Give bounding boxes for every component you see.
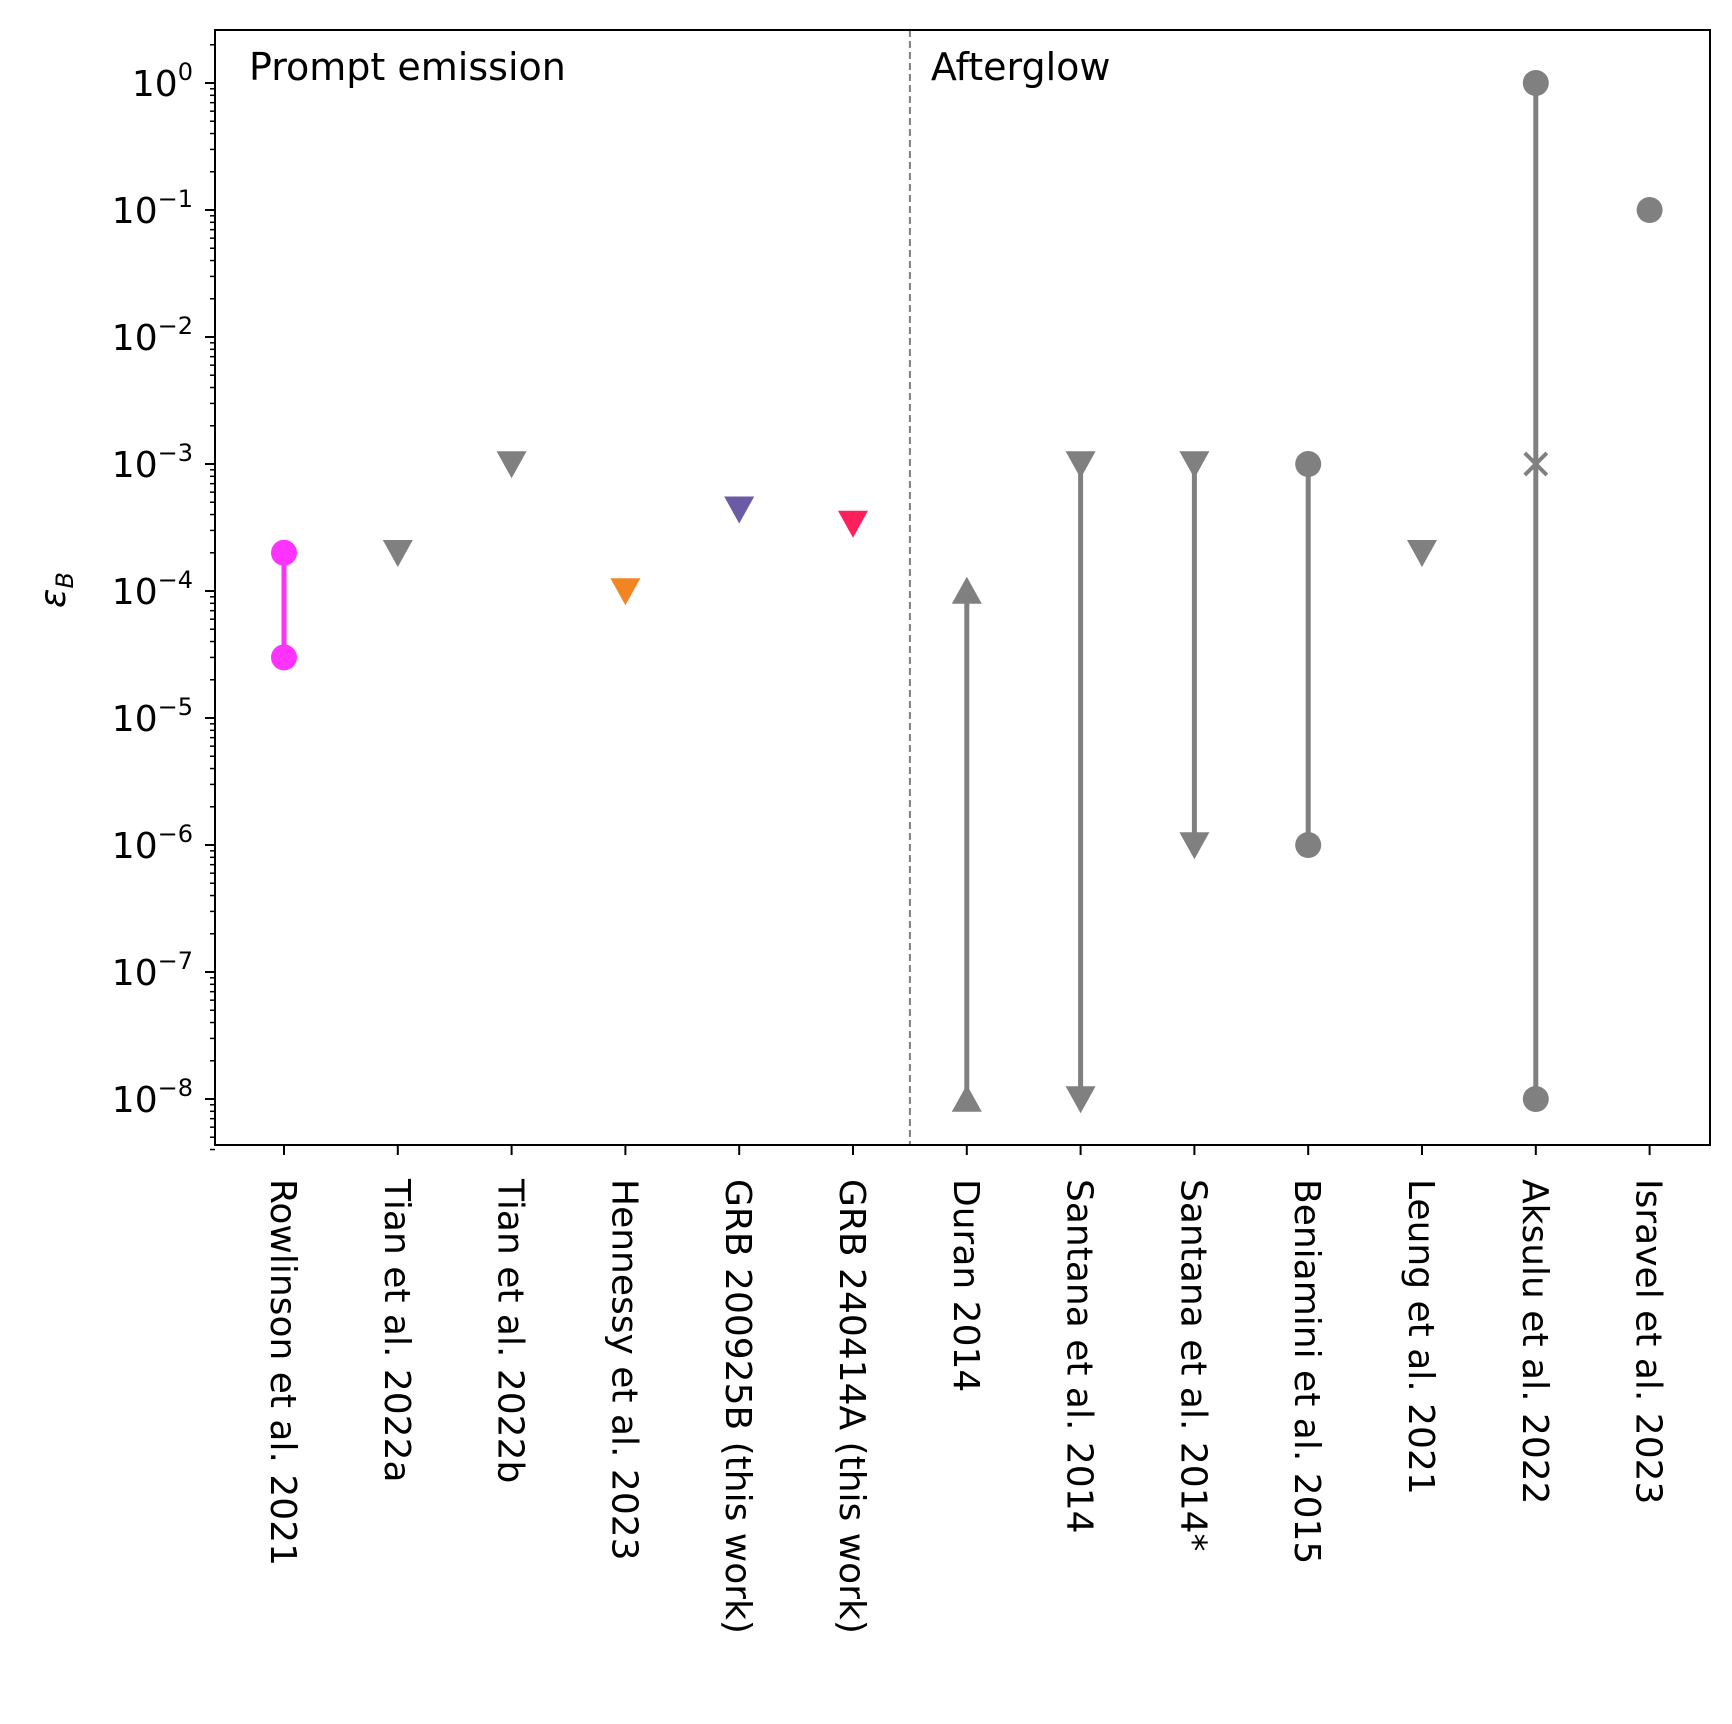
data-point-high [951,576,982,604]
data-point-low [1295,832,1322,858]
data-point [496,451,527,479]
y-tick-label: 10−1 [112,185,193,232]
data-point-low [1179,832,1210,860]
data-point-high [1295,451,1322,477]
y-tick-label: 100 [132,58,193,105]
x-tick-label: Beniamini et al. 2015 [1286,1179,1327,1564]
y-tick-label: 10−2 [112,312,193,359]
x-tick-label: Leung et al. 2021 [1400,1179,1441,1495]
data-point-low [1522,1086,1549,1112]
y-tick-label: 10−7 [112,947,193,994]
x-tick-label: Isravel et al. 2023 [1628,1179,1669,1504]
data-point-high [1065,451,1096,479]
axes-frame [214,29,1711,1146]
x-tick-label: Tian et al. 2022a [376,1178,417,1483]
x-tick-label: Santana et al. 2014* [1172,1179,1213,1552]
data-point-high [1179,451,1210,479]
data-point [1407,540,1437,568]
y-tick-label: 10−4 [112,566,193,613]
y-tick-label: 10−3 [112,439,193,486]
axes [214,29,1711,1146]
x-tick-label: GRB 200925B (this work) [717,1179,758,1634]
data-point [610,578,641,606]
region-label-afterglow: Afterglow [931,45,1111,89]
data-point [1636,197,1663,223]
y-axis-label: εB [33,572,79,608]
x-tick-label: Santana et al. 2014 [1059,1179,1100,1534]
y-tick-label: 10−8 [112,1074,193,1121]
data-point-low [1065,1086,1096,1114]
y-tick-label: 10−5 [112,693,193,740]
region-label-prompt-emission: Prompt emission [249,45,566,89]
x-tick-label: Hennessy et al. 2023 [603,1179,644,1561]
data-point [724,496,755,524]
data-point-high [1522,70,1549,96]
x-tick-label: Rowlinson et al. 2021 [262,1179,303,1566]
chart-labels: Prompt emission Afterglow εB [33,45,1110,608]
data-point [382,540,413,568]
y-axis: 100 10−1 10−2 10−3 10−4 10−5 10−6 10−7 10−8 [112,44,215,1151]
data-point-high [271,539,297,566]
data-point-mid [1523,451,1549,477]
x-axis: Rowlinson et al. 2021 Tian et al. 2022a Ti… [262,1145,1669,1634]
plot-area [271,30,1663,1145]
y-tick-label: 10−6 [112,820,193,867]
x-tick-label: Tian et al. 2022b [490,1178,531,1483]
data-point-low [271,644,297,671]
data-point-low [951,1084,982,1112]
data-point [838,510,868,538]
x-tick-label: Aksulu et al. 2022 [1514,1179,1555,1505]
x-tick-label: GRB 240414A (this work) [831,1179,872,1634]
x-marker-stroke [1523,451,1549,477]
x-tick-label: Duran 2014 [945,1179,986,1392]
